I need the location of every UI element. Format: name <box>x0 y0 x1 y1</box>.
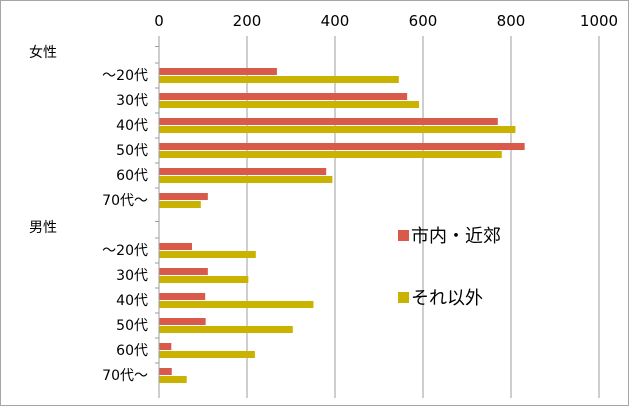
category-label: 30代 <box>116 268 148 284</box>
x-tick-label: 1000 <box>580 12 618 30</box>
x-tick-label: 800 <box>497 12 526 30</box>
bar <box>159 376 187 383</box>
category-labels: 女性 ～20代 30代 40代 50代 60代 70代～ 男性 ～20代 30代 40代 50代 60代… <box>29 44 148 384</box>
bar <box>159 368 172 375</box>
legend-swatch <box>398 292 409 303</box>
bar <box>159 176 333 183</box>
category-label: ～20代 <box>102 68 148 84</box>
category-label: 70代～ <box>102 368 148 384</box>
legend-swatch <box>398 230 409 241</box>
category-label: ～20代 <box>102 243 148 259</box>
group-label: 女性 <box>29 44 57 61</box>
bar <box>159 251 256 258</box>
category-label: 60代 <box>116 168 148 184</box>
category-label: 50代 <box>116 318 148 334</box>
category-label: 40代 <box>116 293 148 309</box>
x-tick-label: 600 <box>409 12 438 30</box>
bar <box>159 318 206 325</box>
x-tick-label: 200 <box>233 12 262 30</box>
bar <box>159 168 327 175</box>
category-label: 60代 <box>116 343 148 359</box>
bar <box>159 151 502 158</box>
bar <box>159 101 420 108</box>
category-label: 50代 <box>116 143 148 159</box>
category-label: 40代 <box>116 118 148 134</box>
bar <box>159 143 525 150</box>
legend-label: それ以外 <box>411 288 483 309</box>
legend-label: 市内・近郊 <box>411 226 501 247</box>
category-label: 70代～ <box>102 193 148 209</box>
axes: 0 200 400 600 800 1000 <box>154 12 618 398</box>
bar <box>159 243 192 250</box>
bar <box>159 68 277 75</box>
bar <box>159 118 498 125</box>
group-label: 男性 <box>29 220 57 236</box>
bars <box>159 68 525 383</box>
category-label: 30代 <box>116 93 148 109</box>
bar <box>159 351 255 358</box>
bar <box>159 276 249 283</box>
bar <box>159 293 206 300</box>
bar <box>159 193 208 200</box>
bar <box>159 301 314 308</box>
bar <box>159 201 201 208</box>
bar <box>159 126 516 133</box>
bar <box>159 268 208 275</box>
bar <box>159 343 172 350</box>
bar <box>159 326 293 333</box>
x-tick-label: 400 <box>321 12 350 30</box>
x-tick-label: 0 <box>154 12 164 30</box>
bar <box>159 93 408 100</box>
bar <box>159 76 399 83</box>
